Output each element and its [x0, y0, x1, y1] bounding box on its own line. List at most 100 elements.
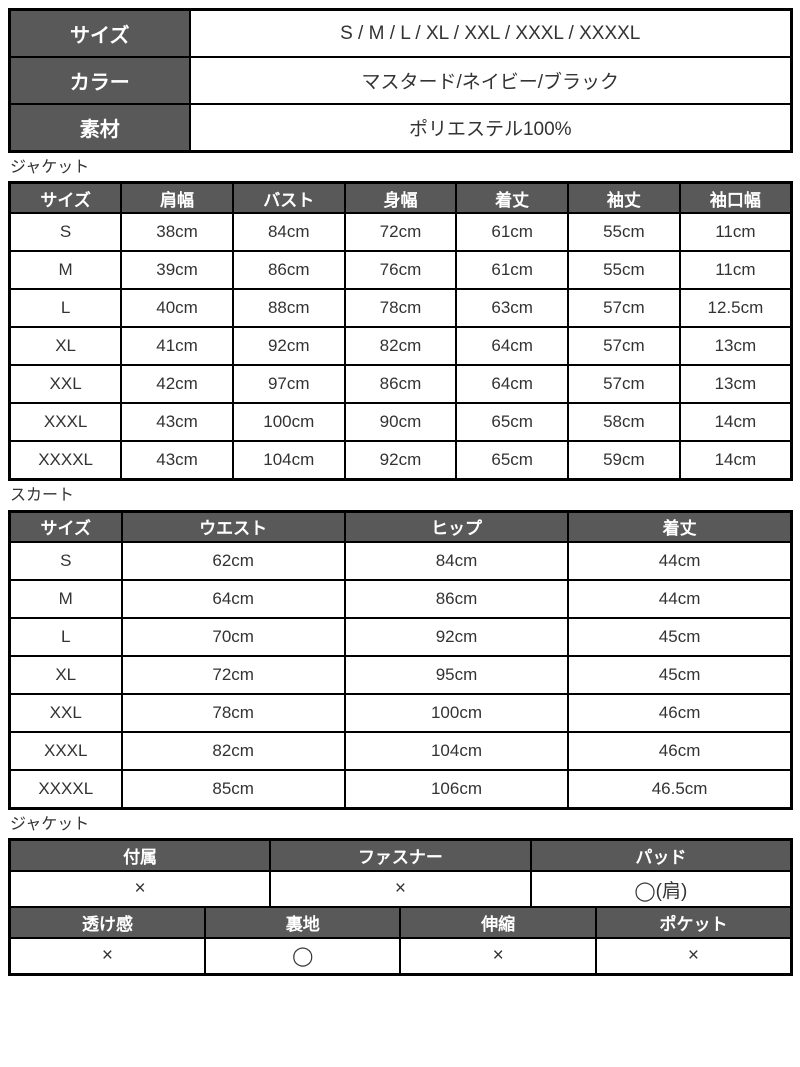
- table-cell: 46cm: [567, 730, 793, 771]
- info-label-material: 素材: [8, 103, 191, 153]
- table-cell: 45cm: [567, 654, 793, 695]
- table-cell: XXXL: [8, 402, 123, 443]
- table-cell: 104cm: [343, 730, 570, 771]
- table-cell: 38cm: [120, 212, 234, 253]
- table-cell: 82cm: [343, 326, 458, 367]
- table-cell: 39cm: [120, 250, 234, 291]
- table-cell: 85cm: [120, 768, 346, 810]
- table-row: XXL 78cm 100cm 46cm: [8, 692, 793, 733]
- table-row: L 70cm 92cm 45cm: [8, 616, 793, 657]
- table-cell: 57cm: [567, 288, 681, 329]
- product-info-table: サイズ S / M / L / XL / XXL / XXXL / XXXXL …: [8, 8, 793, 153]
- section-label-jacket-features: ジャケット: [10, 815, 90, 833]
- table-cell: 64cm: [120, 578, 346, 619]
- table-cell: XXXXL: [8, 440, 123, 481]
- jacket-size-table: サイズ 肩幅 バスト 身幅 着丈 袖丈 袖口幅 S 38cm 84cm 72cm…: [8, 181, 793, 482]
- table-cell: 86cm: [343, 578, 570, 619]
- column-header: バスト: [231, 181, 346, 215]
- table-cell: 92cm: [231, 326, 346, 367]
- size-chart-page: サイズ S / M / L / XL / XXL / XXXL / XXXXL …: [8, 8, 793, 977]
- column-header: 伸縮: [399, 906, 597, 940]
- table-cell: 63cm: [455, 288, 570, 329]
- table-cell: 12.5cm: [678, 288, 793, 329]
- table-row: XXXXL 43cm 104cm 92cm 65cm 59cm 14cm: [8, 440, 793, 481]
- column-header: パッド: [529, 838, 793, 873]
- column-header: 肩幅: [120, 181, 234, 215]
- table-cell: 86cm: [231, 250, 346, 291]
- table-cell: L: [8, 288, 123, 329]
- table-cell: 14cm: [678, 402, 793, 443]
- table-cell: 64cm: [455, 326, 570, 367]
- column-header: 着丈: [455, 181, 570, 215]
- jacket-features-table: 付属 ファスナー パッド × × ◯(肩) 透け感 裏地 伸縮 ポケット × ◯…: [8, 838, 793, 977]
- table-cell: 65cm: [455, 440, 570, 481]
- table-cell: 82cm: [120, 730, 346, 771]
- table-row: × ◯ × ×: [8, 937, 793, 976]
- table-cell: XXL: [8, 692, 123, 733]
- table-header-row: 透け感 裏地 伸縮 ポケット: [8, 906, 793, 940]
- table-cell: 78cm: [343, 288, 458, 329]
- info-label-color: カラー: [8, 56, 191, 105]
- table-cell: 95cm: [343, 654, 570, 695]
- table-row: XL 72cm 95cm 45cm: [8, 654, 793, 695]
- column-header: 裏地: [203, 906, 402, 940]
- table-cell: ×: [8, 937, 206, 976]
- column-header: 袖丈: [567, 181, 681, 215]
- table-cell: 57cm: [567, 326, 681, 367]
- table-cell: XXXL: [8, 730, 123, 771]
- info-label-size: サイズ: [8, 8, 191, 58]
- table-row: XXXL 82cm 104cm 46cm: [8, 730, 793, 771]
- table-row: M 39cm 86cm 76cm 61cm 55cm 11cm: [8, 250, 793, 291]
- table-cell: 78cm: [120, 692, 346, 733]
- table-cell: 61cm: [455, 250, 570, 291]
- table-cell: 106cm: [343, 768, 570, 810]
- table-cell: 43cm: [120, 402, 234, 443]
- column-header: ポケット: [594, 906, 793, 940]
- column-header: 着丈: [567, 510, 793, 543]
- section-label-skirt: スカート: [10, 487, 75, 505]
- table-cell: 11cm: [678, 212, 793, 253]
- table-row: XXXL 43cm 100cm 90cm 65cm 58cm 14cm: [8, 402, 793, 443]
- table-cell: 86cm: [343, 364, 458, 405]
- table-cell: ×: [399, 937, 597, 976]
- table-cell: XXL: [8, 364, 123, 405]
- table-cell: 13cm: [678, 364, 793, 405]
- info-value-material: ポリエステル100%: [188, 103, 793, 153]
- table-cell: 42cm: [120, 364, 234, 405]
- table-cell: L: [8, 616, 123, 657]
- info-value-size: S / M / L / XL / XXL / XXXL / XXXXL: [188, 8, 793, 58]
- table-cell: 88cm: [231, 288, 346, 329]
- column-header: ウエスト: [120, 510, 346, 543]
- table-cell: 55cm: [567, 250, 681, 291]
- table-row: サイズ S / M / L / XL / XXL / XXXL / XXXXL: [8, 8, 793, 58]
- column-header: ヒップ: [343, 510, 570, 543]
- table-cell: 72cm: [343, 212, 458, 253]
- column-header: サイズ: [8, 181, 123, 215]
- table-cell: 46cm: [567, 692, 793, 733]
- section-label-jacket: ジャケット: [10, 159, 90, 176]
- table-cell: S: [8, 212, 123, 253]
- skirt-size-table: サイズ ウエスト ヒップ 着丈 S 62cm 84cm 44cm M 64cm …: [8, 509, 793, 810]
- column-header: 付属: [8, 838, 272, 873]
- table-cell: S: [8, 540, 123, 581]
- table-cell: XL: [8, 326, 123, 367]
- table-header-row: サイズ ウエスト ヒップ 着丈: [8, 510, 793, 543]
- table-cell: 58cm: [567, 402, 681, 443]
- table-cell: 11cm: [678, 250, 793, 291]
- table-cell: 84cm: [343, 540, 570, 581]
- table-cell: 61cm: [455, 212, 570, 253]
- table-cell: 43cm: [120, 440, 234, 481]
- table-cell: ◯(肩): [529, 870, 793, 909]
- table-header-row: サイズ 肩幅 バスト 身幅 着丈 袖丈 袖口幅: [8, 181, 793, 215]
- table-row: × × ◯(肩): [8, 870, 793, 909]
- table-cell: 104cm: [231, 440, 346, 481]
- table-cell: 100cm: [231, 402, 346, 443]
- table-row: S 38cm 84cm 72cm 61cm 55cm 11cm: [8, 212, 793, 253]
- table-cell: 84cm: [231, 212, 346, 253]
- table-cell: 64cm: [455, 364, 570, 405]
- table-cell: XL: [8, 654, 123, 695]
- column-header: サイズ: [8, 510, 123, 543]
- table-cell: 55cm: [567, 212, 681, 253]
- table-cell: 44cm: [567, 540, 793, 581]
- column-header: 身幅: [343, 181, 458, 215]
